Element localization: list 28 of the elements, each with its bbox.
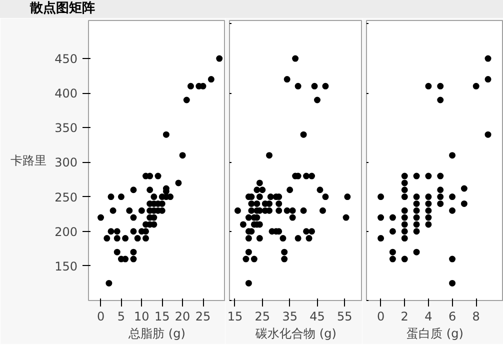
y-tick-label: 250 — [54, 190, 78, 204]
x-tick-label: 15 — [227, 310, 243, 324]
y-tick-label: 150 — [54, 259, 78, 274]
y-tick-label: 200 — [54, 224, 78, 239]
x-tick-label: 0 — [376, 310, 385, 324]
chart-title: 散点图矩阵 — [30, 0, 95, 18]
x-axis-title: 蛋白质 (g) — [406, 326, 464, 340]
x-tick-label: 15 — [154, 310, 170, 324]
x-tick-label: 2 — [400, 310, 408, 324]
x-tick-label: 45 — [310, 310, 325, 324]
y-tick-label: 450 — [54, 52, 78, 66]
x-tick-label: 5 — [117, 310, 126, 324]
x-tick-label: 6 — [448, 310, 456, 324]
x-tick-label: 0 — [96, 310, 105, 324]
y-tick-label: 350 — [54, 121, 78, 136]
x-axis-title: 总脂肪 (g) — [128, 326, 186, 340]
x-tick-label: 20 — [174, 310, 190, 324]
x-tick-label: 25 — [195, 310, 211, 324]
x-tick-label: 35 — [282, 310, 298, 324]
y-tick-label: 400 — [54, 86, 78, 101]
x-tick-label: 4 — [424, 310, 432, 324]
x-tick-label: 10 — [134, 310, 150, 324]
x-tick-label: 8 — [472, 310, 480, 324]
x-tick-label: 25 — [254, 310, 270, 324]
y-tick-label: 300 — [54, 156, 78, 170]
x-tick-label: 55 — [337, 310, 352, 324]
y-axis-title: 卡路里 — [10, 154, 47, 168]
x-axis-title: 碳水化合物 (g) — [254, 326, 336, 340]
